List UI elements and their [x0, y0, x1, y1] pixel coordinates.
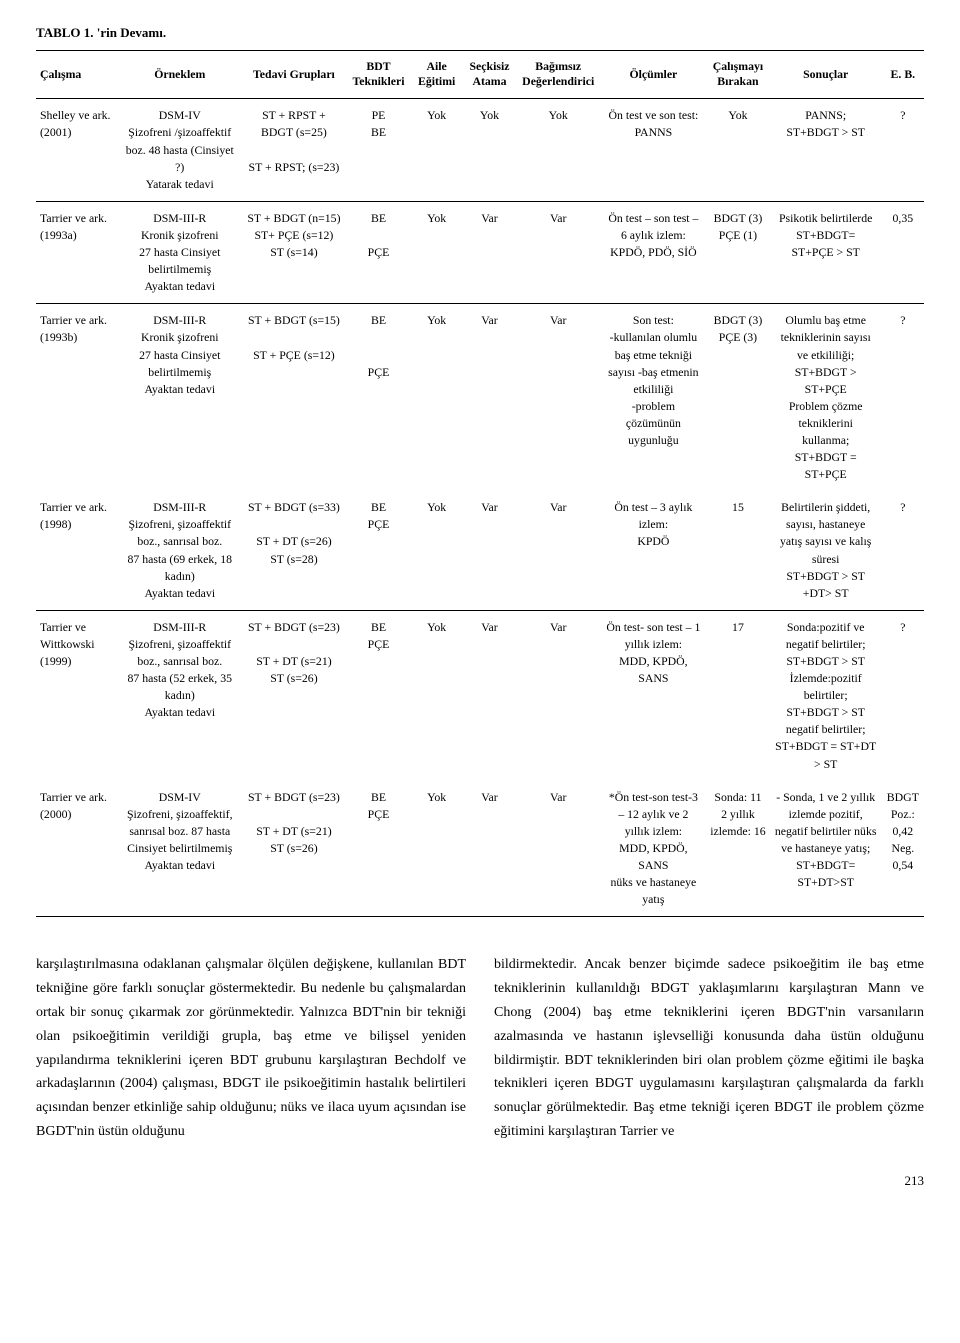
table-cell: Psikotik belirtilerdeST+BDGT= ST+PÇE > S… [770, 201, 882, 303]
table-cell: ST + RPST + BDGT (s=25)ST + RPST; (s=23) [241, 99, 347, 201]
table-row: Tarrier ve ark. (1998)DSM-III-RŞizofreni… [36, 491, 924, 610]
table-cell: BDGT Poz.: 0,42 Neg. 0,54 [882, 781, 924, 917]
table-cell: DSM-III-RŞizofreni, şizoaffektif boz., s… [118, 491, 241, 610]
table-cell: Yok [410, 781, 463, 917]
table-header-row: Çalışma Örneklem Tedavi Grupları BDT Tek… [36, 50, 924, 99]
table-cell: 15 [706, 491, 769, 610]
table-cell: BEPÇE [347, 201, 410, 303]
table-cell: Sonda: 112 yıllık izlemde: 16 [706, 781, 769, 917]
table-cell: Yok [410, 99, 463, 201]
table-cell: Ön test- son test – 1 yıllık izlem:MDD, … [601, 610, 707, 780]
col-calisma: Çalışma [36, 50, 118, 99]
page-number: 213 [36, 1172, 924, 1190]
study-table: Çalışma Örneklem Tedavi Grupları BDT Tek… [36, 50, 924, 918]
table-cell: Shelley ve ark. (2001) [36, 99, 118, 201]
table-cell: *Ön test-son test-3 – 12 aylık ve 2 yıll… [601, 781, 707, 917]
table-cell: BDGT (3)PÇE (1) [706, 201, 769, 303]
table-cell: Var [463, 201, 516, 303]
col-orneklem: Örneklem [118, 50, 241, 99]
table-cell: Yok [516, 99, 601, 201]
col-eb: E. B. [882, 50, 924, 99]
table-cell: Yok [410, 610, 463, 780]
table-cell: Sonda:pozitif ve negatif belirtiler; ST+… [770, 610, 882, 780]
table-cell: Var [516, 491, 601, 610]
table-cell: - Sonda, 1 ve 2 yıllık izlemde pozitif, … [770, 781, 882, 917]
col-tedavi: Tedavi Grupları [241, 50, 347, 99]
table-cell: Ön test – son test – 6 aylık izlem:KPDÖ,… [601, 201, 707, 303]
body-left-col: karşılaştırılmasına odaklanan çalışmalar… [36, 953, 466, 1143]
table-cell: Son test:-kullanılan olumlu baş etme tek… [601, 304, 707, 491]
col-birakan: Çalışmayı Bırakan [706, 50, 769, 99]
table-cell: ? [882, 99, 924, 201]
body-text: karşılaştırılmasına odaklanan çalışmalar… [36, 953, 924, 1143]
col-olcumler: Ölçümler [601, 50, 707, 99]
col-bagimsiz: Bağımsız Değerlendirici [516, 50, 601, 99]
table-cell: Tarrier ve ark. (1993b) [36, 304, 118, 491]
table-cell: DSM-III-RŞizofreni, şizoaffektif boz., s… [118, 610, 241, 780]
table-cell: Belirtilerin şiddeti, sayısı, hastaneye … [770, 491, 882, 610]
table-cell: DSM-III-RKronik şizofreni27 hasta Cinsiy… [118, 201, 241, 303]
table-row: Shelley ve ark. (2001)DSM-IVŞizofreni /ş… [36, 99, 924, 201]
table-cell: 17 [706, 610, 769, 780]
table-cell: ? [882, 491, 924, 610]
table-cell: Var [463, 781, 516, 917]
table-cell: ST + BDGT (s=23)ST + DT (s=21)ST (s=26) [241, 610, 347, 780]
table-cell: Var [516, 781, 601, 917]
table-cell: ? [882, 610, 924, 780]
table-cell: BDGT (3)PÇE (3) [706, 304, 769, 491]
table-cell: Var [463, 491, 516, 610]
table-row: Tarrier ve ark. (2000)DSM-IVŞizofreni, ş… [36, 781, 924, 917]
table-cell: BEPÇE [347, 781, 410, 917]
table-cell: Var [463, 610, 516, 780]
table-cell: Yok [706, 99, 769, 201]
table-cell: BEPÇE [347, 304, 410, 491]
col-sonuclar: Sonuçlar [770, 50, 882, 99]
table-cell: Var [516, 610, 601, 780]
table-row: Tarrier ve ark. (1993b)DSM-III-RKronik ş… [36, 304, 924, 491]
table-cell: Ön test ve son test:PANNS [601, 99, 707, 201]
table-cell: ST + BDGT (s=23)ST + DT (s=21)ST (s=26) [241, 781, 347, 917]
table-cell: BEPÇE [347, 491, 410, 610]
table-title: TABLO 1. 'rin Devamı. [36, 24, 924, 42]
table-cell: Ön test – 3 aylık izlem:KPDÖ [601, 491, 707, 610]
col-aile: Aile Eğitimi [410, 50, 463, 99]
table-cell: Yok [410, 491, 463, 610]
table-cell: Var [516, 201, 601, 303]
table-cell: PEBE [347, 99, 410, 201]
table-cell: ST + BDGT (n=15)ST+ PÇE (s=12)ST (s=14) [241, 201, 347, 303]
col-seckisiz: Seçkisiz Atama [463, 50, 516, 99]
body-right-col: bildirmektedir. Ancak benzer biçimde sad… [494, 953, 924, 1143]
table-cell: PANNS;ST+BDGT > ST [770, 99, 882, 201]
table-cell: DSM-IVŞizofreni, şizoaffektif, sanrısal … [118, 781, 241, 917]
table-cell: ST + BDGT (s=33)ST + DT (s=26)ST (s=28) [241, 491, 347, 610]
table-cell: Var [516, 304, 601, 491]
table-cell: Olumlu baş etme tekniklerinin sayısı ve … [770, 304, 882, 491]
table-cell: Tarrier ve ark. (1993a) [36, 201, 118, 303]
table-cell: Yok [410, 304, 463, 491]
table-cell: 0,35 [882, 201, 924, 303]
table-row: Tarrier ve ark. (1993a)DSM-III-RKronik ş… [36, 201, 924, 303]
table-cell: DSM-IVŞizofreni /şizoaffektif boz. 48 ha… [118, 99, 241, 201]
table-cell: Yok [410, 201, 463, 303]
table-cell: BEPÇE [347, 610, 410, 780]
table-cell: ST + BDGT (s=15)ST + PÇE (s=12) [241, 304, 347, 491]
table-cell: ? [882, 304, 924, 491]
col-bdt: BDT Teknikleri [347, 50, 410, 99]
table-cell: Yok [463, 99, 516, 201]
table-cell: Tarrier ve ark. (2000) [36, 781, 118, 917]
table-cell: DSM-III-RKronik şizofreni27 hasta Cinsiy… [118, 304, 241, 491]
table-cell: Tarrier ve Wittkowski (1999) [36, 610, 118, 780]
table-row: Tarrier ve Wittkowski (1999)DSM-III-RŞiz… [36, 610, 924, 780]
table-cell: Tarrier ve ark. (1998) [36, 491, 118, 610]
table-cell: Var [463, 304, 516, 491]
